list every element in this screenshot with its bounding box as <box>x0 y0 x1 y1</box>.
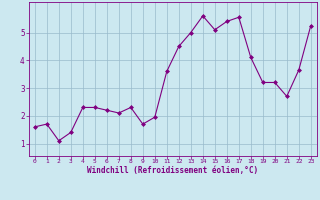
X-axis label: Windchill (Refroidissement éolien,°C): Windchill (Refroidissement éolien,°C) <box>87 166 258 175</box>
